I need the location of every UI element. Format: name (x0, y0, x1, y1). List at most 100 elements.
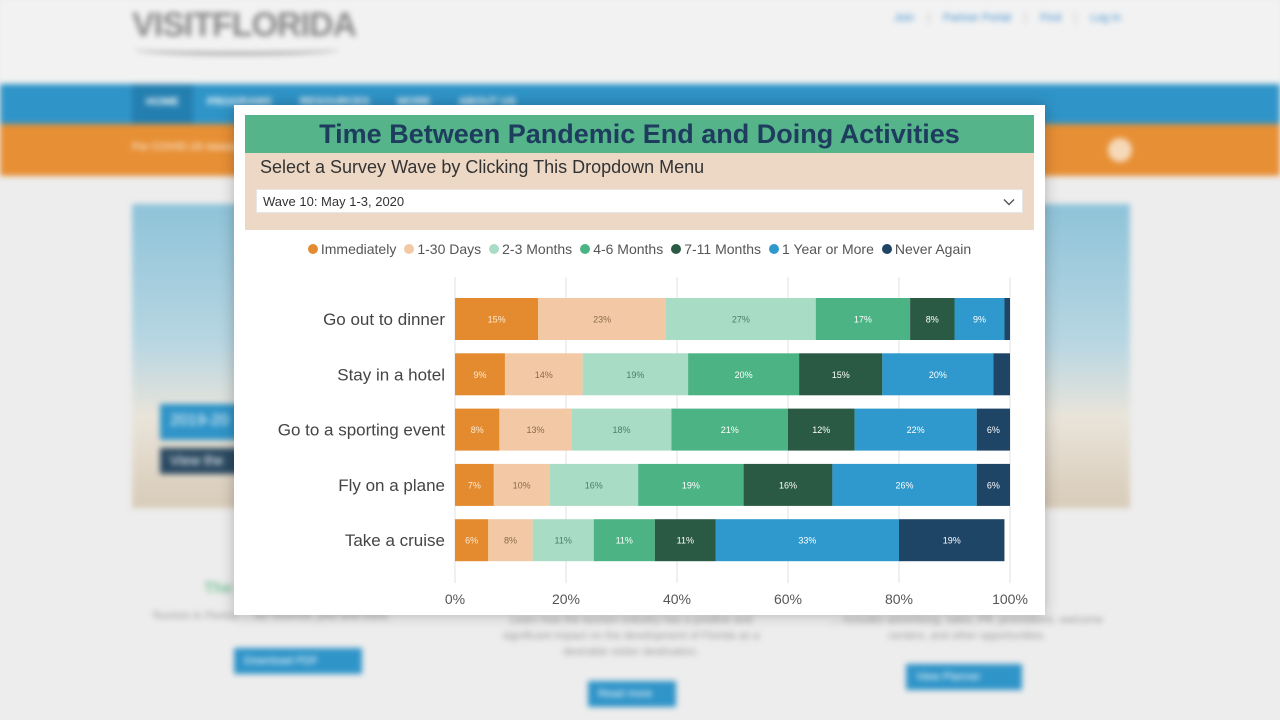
bar-segment (665, 298, 816, 340)
bar-segment (455, 463, 494, 506)
data-label: 10% (513, 480, 531, 490)
column-text-right: ... includes advertising, sales, PR, pro… (830, 614, 1104, 642)
legend-dot-icon (580, 244, 591, 254)
legend-label: 1 Year or More (782, 241, 874, 257)
bar-segment (455, 298, 539, 340)
bar-segment (910, 298, 955, 340)
legend-dot-icon (881, 244, 892, 254)
chevron-down-icon (1003, 199, 1015, 206)
top-link-login[interactable]: Log In (1090, 12, 1121, 24)
bar-segment (582, 353, 689, 396)
category-label: Stay in a hotel (337, 365, 445, 384)
top-link-find[interactable]: Find (1040, 12, 1077, 24)
legend-item[interactable]: Never Again (881, 241, 972, 257)
legend-label: 1-30 Days (417, 241, 482, 257)
data-label: 19% (943, 536, 961, 546)
bar-segment (488, 519, 533, 562)
data-label: 18% (612, 425, 630, 435)
data-label: 8% (471, 425, 484, 435)
data-label: 19% (682, 480, 700, 490)
hero-badge: 2019-20 (160, 404, 240, 440)
bar-segment (815, 298, 911, 340)
data-label: 15% (488, 315, 506, 325)
category-label: Fly on a plane (338, 476, 445, 495)
legend-item[interactable]: 4-6 Months (580, 241, 663, 257)
stacked-bar-chart: 0% 20% 40% 60% 80% 100% Go out to dinner 15% 23%… (278, 277, 1028, 607)
download-pdf-button[interactable]: Download PDF (234, 648, 362, 674)
legend-label: 2-3 Months (502, 241, 573, 257)
legend-dot-icon (769, 244, 780, 254)
legend-dot-icon (404, 244, 415, 254)
bar-segment (799, 353, 883, 396)
data-label: 16% (585, 480, 603, 490)
data-label: 16% (779, 480, 797, 490)
survey-wave-dropdown[interactable]: Wave 10: May 1-3, 2020 (256, 189, 1023, 213)
legend-item[interactable]: 7-11 Months (671, 241, 761, 257)
legend-label: 7-11 Months (684, 241, 762, 257)
data-label: 19% (626, 370, 644, 380)
chart-legend: Immediately 1-30 Days 2-3 Months 4-6 Months… (234, 241, 1045, 257)
legend-dot-icon (307, 244, 318, 254)
data-label: 13% (526, 425, 544, 435)
top-link-partner-portal[interactable]: Partner Portal (943, 12, 1026, 24)
bar-segment (899, 519, 1005, 562)
bar-segment (493, 463, 550, 506)
legend-label: Immediately (320, 241, 397, 257)
x-tick-label: 100% (992, 591, 1028, 607)
data-label: 11% (555, 536, 572, 546)
column-text-middle: Learn how the tourism industry has a pos… (502, 614, 760, 658)
bar-segment (593, 519, 655, 562)
x-tick-label: 60% (774, 591, 802, 607)
legend-label: 4-6 Months (593, 241, 664, 257)
bar-segment (671, 408, 788, 451)
site-logo[interactable]: VISITFLORIDA (132, 6, 357, 44)
data-label: 11% (616, 536, 633, 546)
dropdown-selected-value: Wave 10: May 1-3, 2020 (263, 194, 405, 209)
read-more-button[interactable]: Read more (588, 681, 676, 707)
legend-item[interactable]: 1 Year or More (769, 241, 874, 257)
legend-item[interactable]: 1-30 Days (404, 241, 481, 257)
legend-item[interactable]: Immediately (307, 241, 397, 257)
data-label: 9% (973, 315, 986, 325)
category-label: Go to a sporting event (278, 421, 446, 440)
legend-dot-icon (489, 244, 500, 254)
data-label: 27% (732, 315, 750, 325)
top-link-join[interactable]: Join (894, 12, 930, 24)
top-links: Join Partner Portal Find Log In (894, 12, 1135, 24)
data-label: 17% (854, 315, 872, 325)
bar-segment (538, 298, 666, 340)
bar-segment (832, 463, 977, 506)
site-header (0, 0, 1280, 84)
alert-text[interactable]: For COVID-19 resources (132, 141, 254, 153)
data-label: 14% (535, 370, 553, 380)
bar-segment (638, 463, 744, 506)
data-label: 15% (832, 370, 850, 380)
data-label: 26% (896, 480, 914, 490)
bar-segment (504, 353, 583, 396)
x-tick-label: 20% (552, 591, 580, 607)
legend-dot-icon (671, 244, 682, 254)
data-label: 7% (468, 480, 481, 490)
data-label: 12% (812, 425, 830, 435)
bar-segment (1004, 298, 1010, 340)
bar-segment (743, 463, 833, 506)
data-label: 9% (473, 370, 486, 380)
bar-segment (715, 519, 899, 562)
bar-segment (993, 353, 1010, 396)
data-label: 6% (465, 536, 478, 546)
logo-swoosh (134, 44, 339, 55)
data-label: 11% (677, 536, 694, 546)
bar-segment (954, 298, 1005, 340)
view-planner-button[interactable]: View Planner (906, 664, 1022, 690)
legend-item[interactable]: 2-3 Months (489, 241, 572, 257)
bar-segment (854, 408, 977, 451)
x-tick-label: 0% (445, 591, 465, 607)
hero-button[interactable]: View the (160, 448, 240, 474)
bar-segment (549, 463, 639, 506)
legend-label: Never Again (894, 241, 972, 257)
data-label: 20% (929, 370, 947, 380)
nav-home[interactable]: HOME (132, 84, 193, 124)
x-tick-label: 40% (663, 591, 691, 607)
bar-segment (654, 519, 716, 562)
alert-close-icon[interactable] (1108, 138, 1132, 162)
